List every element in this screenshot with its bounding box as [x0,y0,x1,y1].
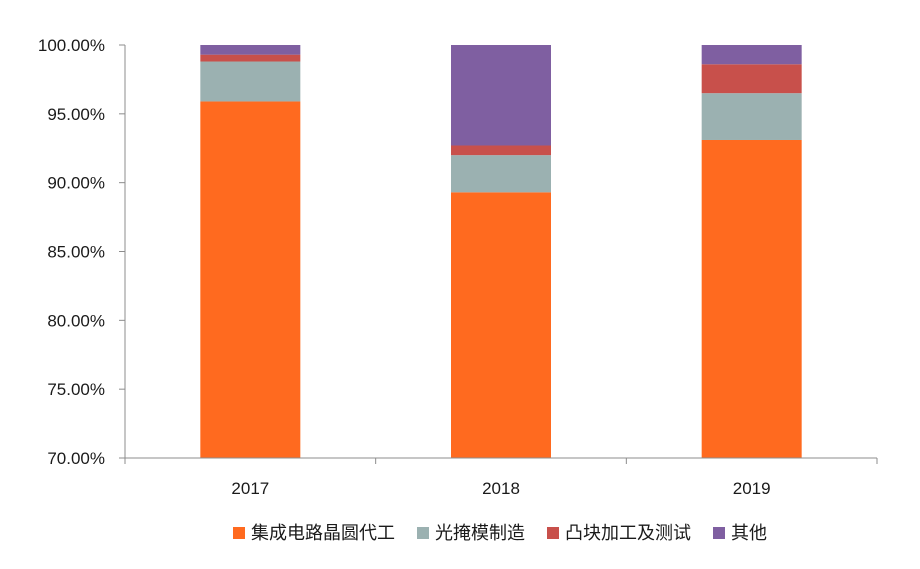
y-tick-label: 85.00% [47,243,105,262]
legend-label: 集成电路晶圆代工 [251,523,395,543]
bar-segment-2018-series-0 [451,192,551,459]
legend-swatch [713,527,725,539]
legend-swatch [547,527,559,539]
legend-swatch [233,527,245,539]
y-tick-label: 90.00% [47,174,105,193]
legend-label: 其他 [731,523,767,543]
x-tick-label: 2018 [482,479,520,498]
bar-segment-2017-series-0 [200,101,301,458]
y-tick-label: 80.00% [47,311,105,330]
x-tick-label: 2017 [231,479,269,498]
y-tick-label: 70.00% [47,449,105,468]
bar-segment-2019-series-2 [701,64,802,94]
y-tick-label: 100.00% [38,36,105,55]
legend-label: 光掩模制造 [435,523,525,543]
bar-segment-2017-series-2 [200,54,301,62]
legend-item-0: 集成电路晶圆代工 [233,523,395,543]
legend-label: 凸块加工及测试 [565,523,691,543]
axes-layer: 70.00% 75.00% 80.00% 85.00% 90.00% 95.00% 100.… [38,36,878,498]
bar-segment-2019-series-1 [701,93,802,140]
bar-segment-2018-series-1 [451,155,551,193]
legend-swatch [417,527,429,539]
legend-item-2: 凸块加工及测试 [547,523,691,543]
x-tick-label: 2019 [733,479,771,498]
bar-segment-2018-series-3 [451,45,551,146]
y-tick-label: 75.00% [47,380,105,399]
legend: 集成电路晶圆代工 光掩模制造 凸块加工及测试 其他 [233,523,767,543]
legend-item-1: 光掩模制造 [417,523,525,543]
legend-item-3: 其他 [713,523,767,543]
bar-segment-2017-series-1 [200,61,301,102]
bar-segment-2019-series-0 [701,139,802,459]
y-tick-label: 95.00% [47,105,105,124]
bar-segment-2019-series-3 [701,45,802,65]
bar-segment-2017-series-3 [200,45,301,55]
bar-segment-2018-series-2 [451,145,551,156]
bars-layer [200,45,802,459]
